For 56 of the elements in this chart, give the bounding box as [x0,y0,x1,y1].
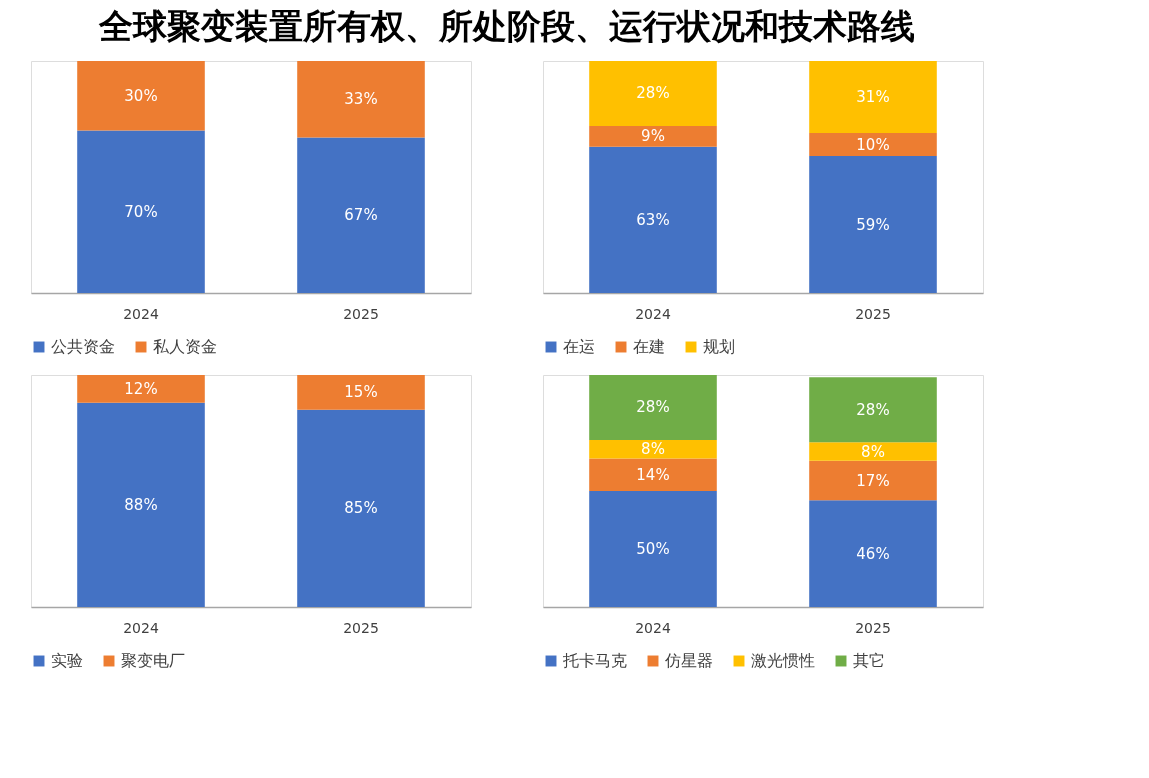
x-tick-label: 2025 [343,305,379,322]
data-label: 28% [856,400,890,419]
legend-label: 其它 [853,651,885,670]
data-label: 63% [636,210,670,229]
x-tick-label: 2025 [855,305,891,322]
legend-label: 托卡马克 [562,651,627,670]
bar [589,146,717,293]
legend-label: 实验 [51,651,83,670]
legend-label: 规划 [703,337,735,356]
x-tick-label: 2024 [635,305,671,322]
chart-title: 全球聚变装置所有权、所处阶段、运行状况和技术路线 [98,5,915,46]
legend-label: 在建 [633,337,665,356]
bar [589,61,717,126]
data-label: 67% [344,206,378,225]
data-label: 46% [856,544,890,563]
data-label: 8% [861,442,885,461]
legend-label: 在运 [563,337,595,356]
bar [809,460,937,501]
data-label: 10% [856,135,890,154]
bar [809,156,937,293]
data-label: 28% [636,398,670,417]
data-label: 9% [641,127,665,146]
data-label: 31% [856,87,890,106]
bar [809,132,937,157]
x-tick-label: 2025 [855,619,891,636]
data-label: 8% [641,440,665,459]
data-label: 50% [636,540,670,558]
data-label: 59% [856,215,890,234]
x-tick-label: 2024 [123,619,159,636]
data-label: 88% [124,495,158,514]
data-label: 33% [344,90,378,109]
bar [589,439,717,459]
bar [809,61,937,133]
data-label: 14% [636,465,670,484]
data-label: 17% [856,471,890,490]
data-label: 28% [636,84,670,103]
bar [809,442,937,461]
x-tick-label: 2024 [635,619,671,636]
bar [589,491,717,607]
legend-label: 仿星器 [664,651,713,670]
data-label: 85% [344,499,378,518]
data-label: 70% [124,202,158,221]
x-tick-label: 2024 [123,305,159,322]
legend-label: 激光惯性 [751,651,815,670]
bar [589,125,717,147]
bar [589,375,717,440]
data-label: 12% [124,379,158,398]
bar [809,377,937,443]
bar [589,458,717,491]
legend-label: 聚变电厂 [121,651,185,670]
data-label: 30% [124,86,158,105]
x-tick-label: 2025 [343,619,379,636]
bar [809,500,937,607]
legend-label: 公共资金 [51,337,115,356]
legend-label: 私人资金 [153,337,217,356]
data-label: 15% [344,383,378,402]
